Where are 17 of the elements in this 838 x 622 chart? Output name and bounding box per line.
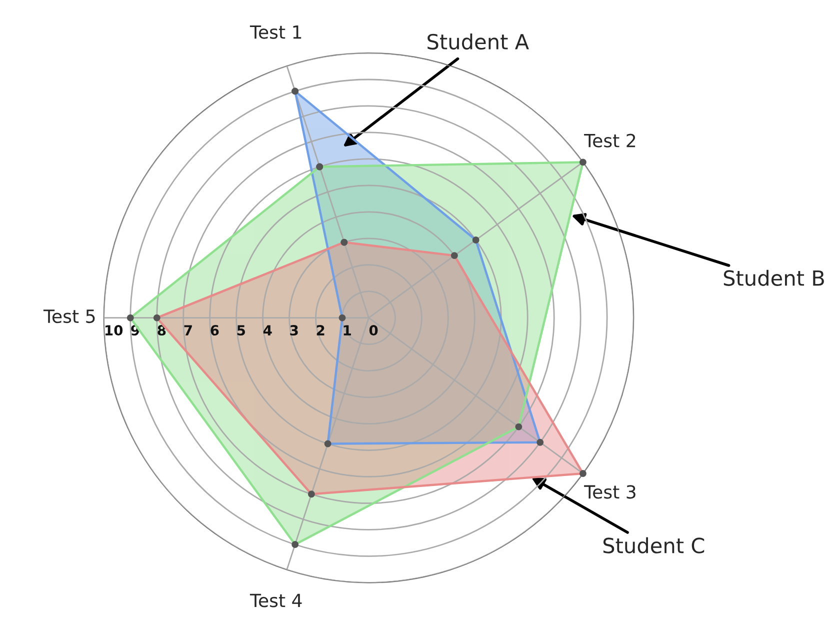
y-tick-label: 1 <box>344 325 351 336</box>
spoke-label: Test 3 <box>584 485 636 499</box>
text: Student A <box>428 33 529 50</box>
spoke-label: Test 1 <box>250 25 302 39</box>
spoke-label: Test 2 <box>584 134 636 148</box>
y-tick-label: 0 <box>369 325 378 336</box>
text: Student B <box>724 270 824 286</box>
y-tick-label: 2 <box>316 325 324 336</box>
spoke-label: Test 4 <box>250 594 302 608</box>
y-tick-label: 3 <box>290 325 298 336</box>
y-tick-label: 7 <box>184 325 192 336</box>
spoke-label: Test 5 <box>43 310 95 324</box>
y-tick-label: 4 <box>263 325 272 336</box>
text: Student C <box>603 537 704 554</box>
y-tick-label: 5 <box>237 325 246 336</box>
y-tick-label: 6 <box>210 325 219 336</box>
y-tick-label: 10 <box>105 325 123 336</box>
